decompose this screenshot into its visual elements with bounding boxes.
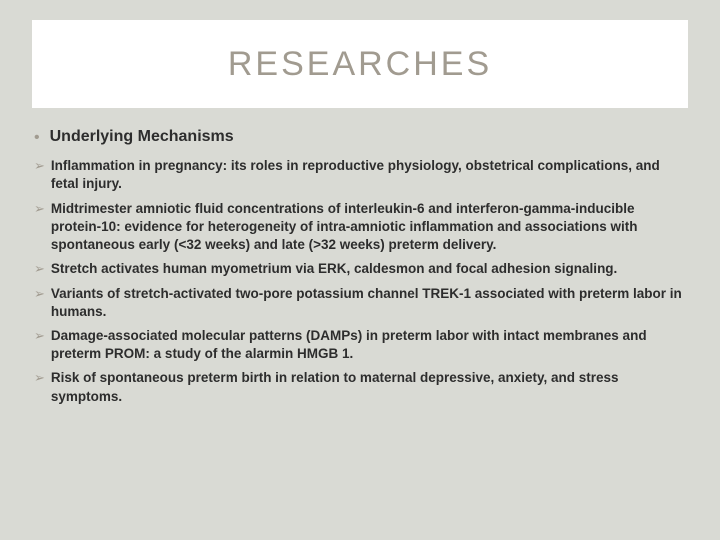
arrow-bullet-icon: ➢ xyxy=(34,200,45,218)
subheading-text: Underlying Mechanisms xyxy=(50,128,234,146)
subheading-row: • Underlying Mechanisms xyxy=(32,128,688,147)
arrow-bullet-icon: ➢ xyxy=(34,327,45,345)
item-text: Midtrimester amniotic fluid concentratio… xyxy=(51,200,688,255)
list-item: ➢ Stretch activates human myometrium via… xyxy=(32,260,688,278)
arrow-bullet-icon: ➢ xyxy=(34,285,45,303)
item-text: Stretch activates human myometrium via E… xyxy=(51,260,617,278)
item-text: Inflammation in pregnancy: its roles in … xyxy=(51,157,688,193)
list-item: ➢ Damage-associated molecular patterns (… xyxy=(32,327,688,363)
item-text: Risk of spontaneous preterm birth in rel… xyxy=(51,369,688,405)
item-text: Variants of stretch-activated two-pore p… xyxy=(51,285,688,321)
arrow-bullet-icon: ➢ xyxy=(34,260,45,278)
content-area: • Underlying Mechanisms ➢ Inflammation i… xyxy=(32,128,688,412)
item-text: Damage-associated molecular patterns (DA… xyxy=(51,327,688,363)
list-item: ➢ Risk of spontaneous preterm birth in r… xyxy=(32,369,688,405)
arrow-bullet-icon: ➢ xyxy=(34,369,45,387)
list-item: ➢ Inflammation in pregnancy: its roles i… xyxy=(32,157,688,193)
list-item: ➢ Variants of stretch-activated two-pore… xyxy=(32,285,688,321)
slide-title: RESEARCHES xyxy=(228,45,492,84)
arrow-bullet-icon: ➢ xyxy=(34,157,45,175)
title-box: RESEARCHES xyxy=(32,20,688,108)
list-item: ➢ Midtrimester amniotic fluid concentrat… xyxy=(32,200,688,255)
dot-bullet-icon: • xyxy=(34,128,40,147)
